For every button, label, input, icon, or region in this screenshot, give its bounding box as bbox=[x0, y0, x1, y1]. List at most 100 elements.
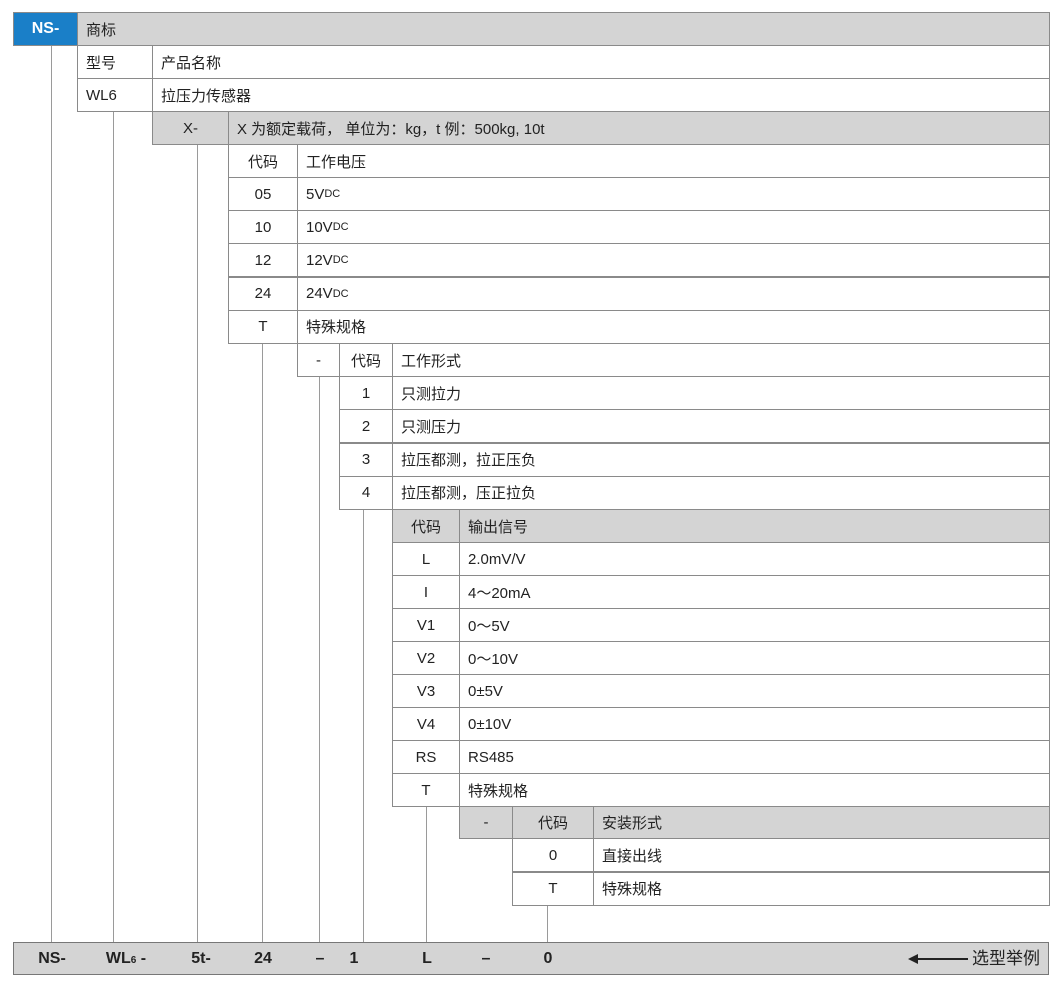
output-row-value: 特殊规格 bbox=[459, 773, 1050, 807]
output-row-value-text: RS485 bbox=[468, 748, 514, 766]
work-form-row-value-text: 只测压力 bbox=[401, 418, 462, 436]
output-row-value-text: 0～5V bbox=[468, 617, 510, 635]
output-row-value: 0±5V bbox=[459, 674, 1050, 708]
install-row-value-text: 直接出线 bbox=[602, 847, 663, 865]
install-header-name: 安装形式 bbox=[593, 806, 1050, 839]
connector-line-output bbox=[426, 806, 427, 942]
voltage-row-code: T bbox=[228, 309, 298, 344]
model-header-name: 产品名称 bbox=[152, 45, 1050, 79]
install-header-code-text: 代码 bbox=[537, 815, 568, 832]
install-sep: - bbox=[459, 806, 513, 839]
voltage-row-code-text: 12 bbox=[254, 251, 272, 269]
output-header-name: 输出信号 bbox=[459, 509, 1050, 543]
work-form-row-code-text: 1 bbox=[361, 384, 371, 402]
example-sep-1: – bbox=[315, 950, 325, 967]
install-header-name-text: 安装形式 bbox=[602, 815, 663, 832]
work-form-row-code-text: 2 bbox=[361, 417, 371, 435]
voltage-header-code: 代码 bbox=[228, 144, 298, 178]
voltage-header-name: 工作电压 bbox=[297, 144, 1050, 178]
brand-code: NS- bbox=[13, 12, 78, 46]
voltage-row-value-text: 5V bbox=[306, 185, 325, 203]
output-row-code: L bbox=[392, 542, 460, 576]
example-label: 选型举例 bbox=[972, 949, 1040, 968]
work-form-sep-text: - bbox=[316, 351, 321, 369]
output-row-code: T bbox=[392, 773, 460, 807]
output-row-code-text: V3 bbox=[416, 682, 436, 700]
load-code-text: X- bbox=[183, 119, 198, 137]
work-form-row-value-text: 拉压都测，压正拉负 bbox=[401, 485, 537, 503]
model-name: 拉压力传感器 bbox=[152, 78, 1050, 112]
output-row-code-text: T bbox=[421, 781, 431, 799]
model-code-text: WL6 bbox=[86, 86, 117, 104]
example-brand: NS- bbox=[38, 950, 66, 967]
voltage-row-value: 特殊规格 bbox=[297, 309, 1050, 344]
install-sep-text: - bbox=[483, 814, 489, 831]
voltage-row-code: 05 bbox=[228, 177, 298, 211]
example-model-code: WL bbox=[105, 950, 131, 967]
model-header-code: 型号 bbox=[77, 45, 153, 79]
work-form-sep: - bbox=[297, 343, 340, 377]
voltage-row-value-text: 12V bbox=[306, 251, 333, 269]
voltage-row-code-text: 24 bbox=[254, 285, 272, 303]
arrow-left-icon bbox=[908, 953, 968, 965]
output-row-code-text: V2 bbox=[416, 649, 436, 667]
voltage-row-value: 10V DC bbox=[297, 210, 1050, 245]
output-row-value-text: 0～10V bbox=[468, 650, 519, 668]
output-row-value: RS485 bbox=[459, 740, 1050, 774]
work-form-row-value-text: 拉压都测，拉正压负 bbox=[401, 452, 537, 469]
connector-line-install bbox=[547, 905, 548, 942]
install-row-code-text: T bbox=[548, 880, 558, 897]
voltage-header-name-text: 工作电压 bbox=[306, 153, 367, 171]
voltage-row-value-text: 24V bbox=[306, 285, 333, 303]
voltage-row-code: 10 bbox=[228, 210, 298, 245]
output-row-code-text: L bbox=[421, 550, 431, 568]
voltage-row-code-text: 05 bbox=[254, 185, 272, 203]
output-row-value-text: 2.0mV/V bbox=[468, 550, 526, 568]
output-row-code: RS bbox=[392, 740, 460, 774]
output-row-value: 0～10V bbox=[459, 641, 1050, 675]
example-voltage: 24 bbox=[254, 950, 272, 967]
output-row-code-text: V4 bbox=[416, 715, 436, 733]
work-form-row-value-text: 只测拉力 bbox=[401, 385, 462, 403]
example-sep-2: – bbox=[481, 950, 491, 967]
example-model-sep: - bbox=[140, 950, 147, 967]
example-model-sub: 6 bbox=[130, 955, 137, 966]
install-row-code: T bbox=[512, 871, 594, 906]
output-row-value-text: 特殊规格 bbox=[468, 782, 529, 800]
example-output: L bbox=[422, 950, 432, 967]
work-form-row-code-text: 4 bbox=[361, 484, 371, 502]
output-row-code-text: V1 bbox=[416, 616, 436, 634]
output-row-value: 4～20mA bbox=[459, 575, 1050, 609]
output-header-code-text: 代码 bbox=[410, 518, 441, 536]
voltage-row-value-unit: DC bbox=[332, 287, 349, 300]
model-name-text: 拉压力传感器 bbox=[161, 87, 252, 105]
connector-line-work-sep bbox=[319, 376, 320, 942]
voltage-row-value-unit: DC bbox=[324, 188, 341, 200]
output-row-value: 2.0mV/V bbox=[459, 542, 1050, 576]
voltage-row-value-text: 特殊规格 bbox=[306, 319, 367, 337]
output-row-code: V4 bbox=[392, 707, 460, 741]
work-form-row-value: 只测压力 bbox=[392, 409, 1050, 444]
brand-label: 商标 bbox=[77, 12, 1050, 46]
brand-code-text: NS- bbox=[31, 20, 60, 37]
voltage-row-value: 12V DC bbox=[297, 243, 1050, 278]
output-row-value-text: 4～20mA bbox=[468, 584, 531, 602]
work-form-row-code: 4 bbox=[339, 475, 393, 510]
work-form-row-code: 1 bbox=[339, 376, 393, 410]
example-label-group: 选型举例 bbox=[908, 943, 1040, 974]
install-row-value: 特殊规格 bbox=[593, 871, 1050, 906]
work-form-header-name-text: 工作形式 bbox=[401, 352, 462, 370]
voltage-row-value: 5V DC bbox=[297, 177, 1050, 211]
work-form-row-code: 2 bbox=[339, 409, 393, 444]
output-row-value: 0±10V bbox=[459, 707, 1050, 741]
example-load: 5t- bbox=[191, 950, 211, 967]
voltage-row-value-text: 10V bbox=[306, 218, 333, 236]
output-row-value-text: 0±5V bbox=[468, 682, 503, 700]
example-model: WL6 - bbox=[106, 943, 146, 974]
connector-line-load bbox=[197, 144, 198, 942]
install-row-value: 直接出线 bbox=[593, 838, 1050, 872]
output-row-code-text: I bbox=[423, 583, 429, 601]
install-row-code: 0 bbox=[512, 838, 594, 872]
load-desc-text: X 为额定载荷， 单位为：kg，t 例：500kg, 10t bbox=[237, 120, 545, 138]
